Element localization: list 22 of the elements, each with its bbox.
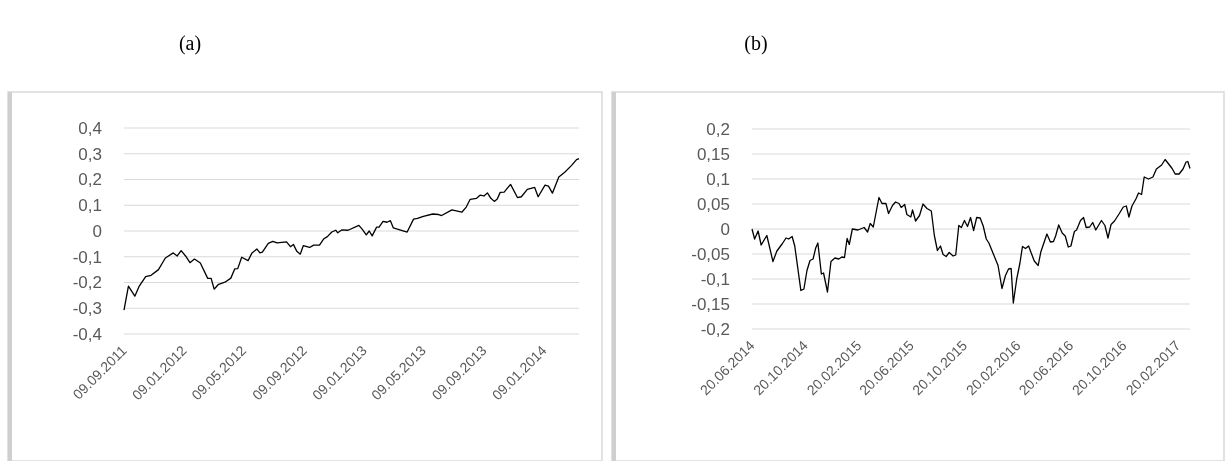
chart-title: (b) (744, 32, 768, 55)
y-tick-label: -0,3 (72, 299, 102, 319)
line-series (751, 158, 1191, 304)
y-tick-label: 0,4 (78, 118, 102, 138)
y-tick-label: -0,2 (700, 319, 730, 339)
y-tick-label: 0,1 (78, 196, 102, 216)
y-tick-label: 0 (92, 221, 102, 241)
y-tick-label: -0,15 (691, 294, 730, 314)
y-tick-label: 0,15 (696, 144, 730, 164)
y-tick-label: 0,2 (706, 119, 730, 139)
y-tick-label: 0,2 (78, 170, 102, 190)
y-tick-label: -0,1 (700, 269, 730, 289)
chart-title: (a) (178, 32, 202, 55)
y-tick-label: -0,4 (72, 324, 102, 344)
y-tick-label: -0,1 (72, 247, 102, 267)
y-tick-label: 0,3 (78, 144, 102, 164)
line-series (123, 157, 580, 311)
y-tick-label: 0 (720, 219, 730, 239)
y-tick-label: -0,05 (691, 244, 730, 264)
y-tick-label: 0,05 (696, 194, 730, 214)
y-tick-label: 0,1 (706, 169, 730, 189)
y-tick-label: -0,2 (72, 273, 102, 293)
